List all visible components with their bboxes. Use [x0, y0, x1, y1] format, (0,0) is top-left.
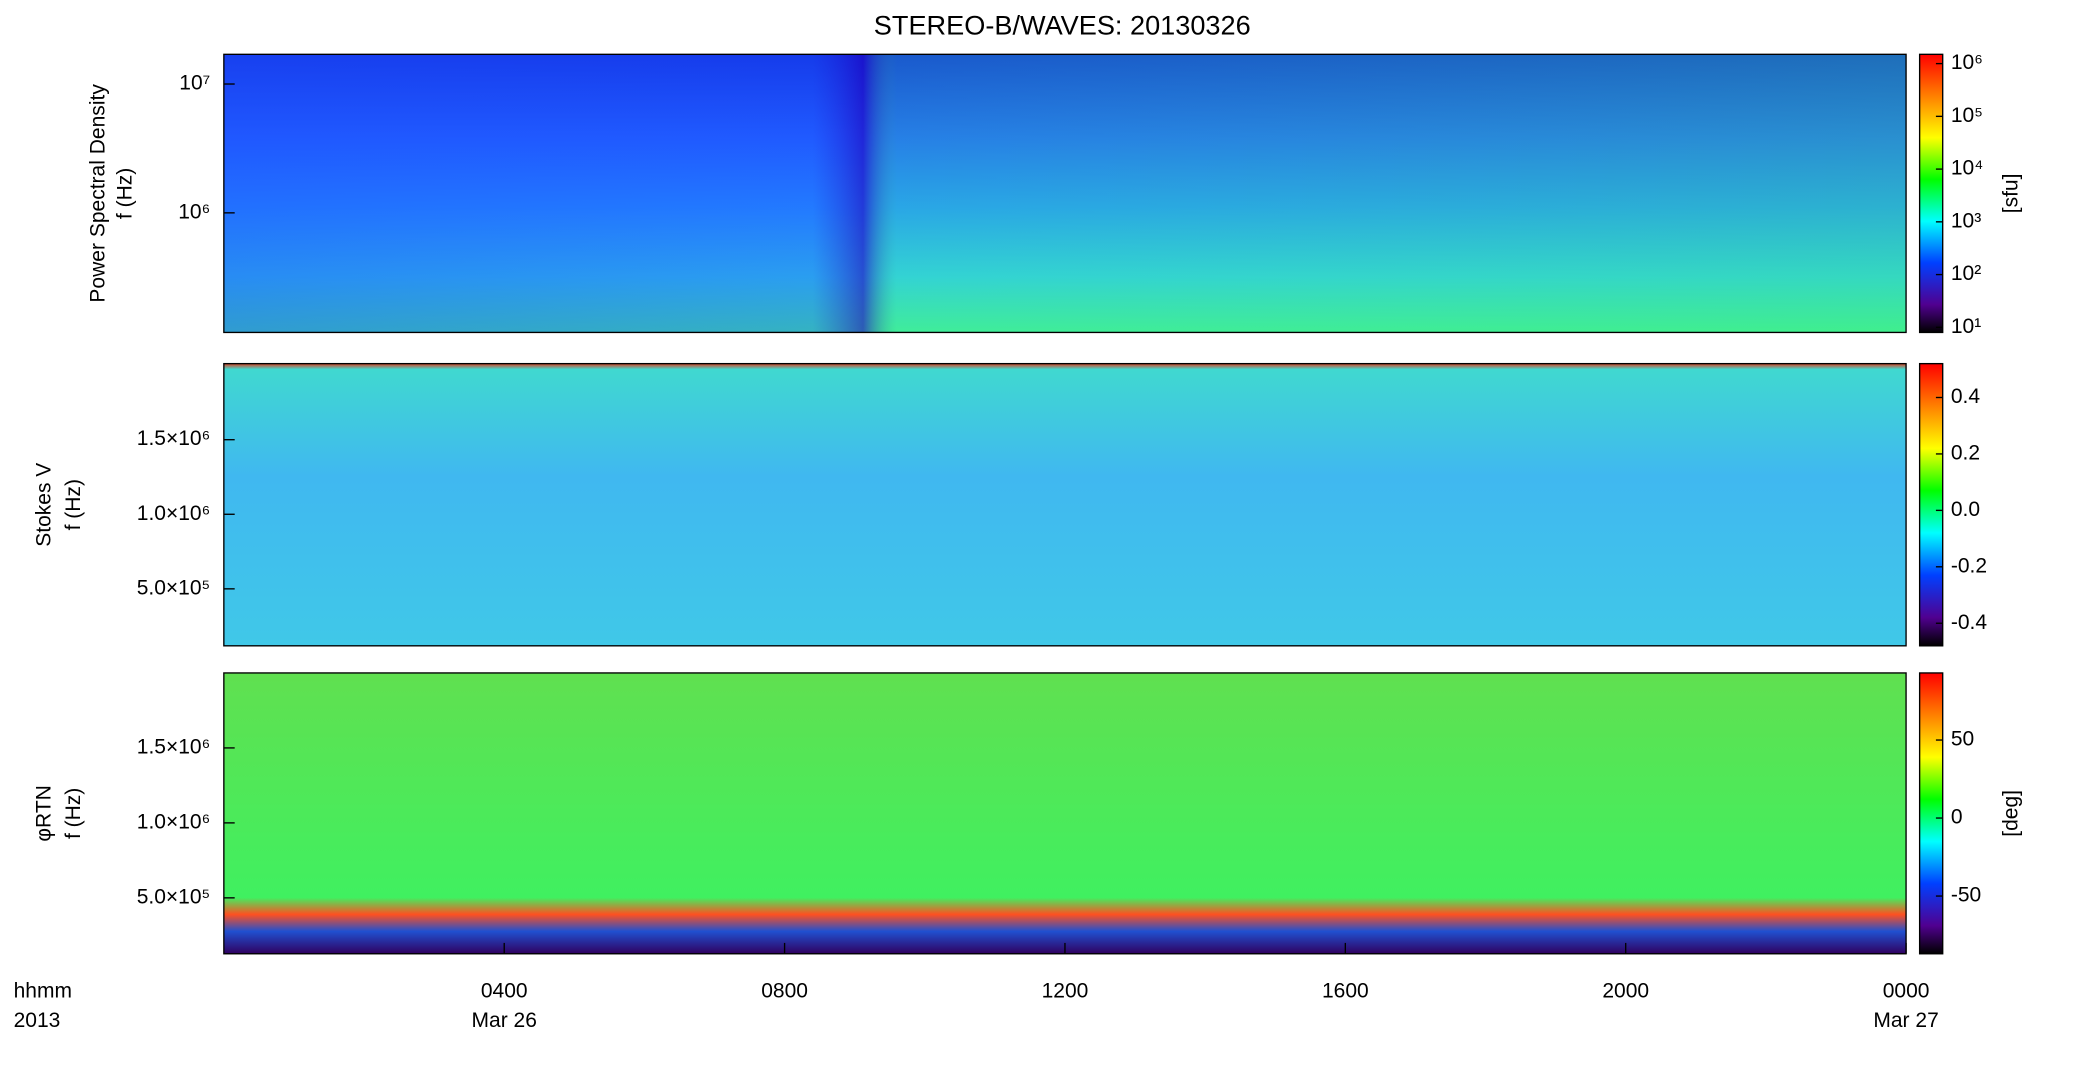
x-tick-label: 0000 [1883, 979, 1930, 1002]
colorbar-tick-label: 10¹ [1951, 315, 1981, 338]
colorbar-label: [deg] [1999, 790, 2022, 837]
y-tick-label: 5.0×10⁵ [137, 576, 211, 599]
x-tick-label: 0400 [481, 979, 528, 1002]
y-tick-label: 5.0×10⁵ [137, 885, 211, 908]
spectrogram-image [223, 363, 1907, 646]
spectrogram-image [223, 672, 1907, 954]
chart-title: STEREO-B/WAVES: 20130326 [874, 9, 1251, 40]
y-tick-label: 1.0×10⁶ [137, 810, 211, 833]
x-tick-label: 0800 [761, 979, 808, 1002]
x-tick-label: 2000 [1602, 979, 1649, 1002]
colorbar [1918, 672, 1944, 955]
colorbar-tick-label: 0.2 [1951, 441, 1980, 464]
colorbar-tick-label: 50 [1951, 728, 1974, 751]
colorbar-tick-label: 10⁶ [1951, 51, 1983, 74]
y-axis-label: Stokes V [32, 463, 55, 547]
colorbar-tick-label: 10² [1951, 262, 1981, 285]
colorbar-tick-label: 10⁴ [1951, 157, 1983, 180]
colorbar [1918, 362, 1944, 647]
date-label: Mar 26 [472, 1009, 537, 1032]
colorbar-tick-label: 0 [1951, 806, 1963, 829]
y-tick-label: 1.5×10⁶ [137, 735, 211, 758]
y-axis-label: φRTN [32, 785, 55, 841]
colorbar-tick-label: -0.4 [1951, 611, 1988, 634]
y-tick-label: 10⁷ [179, 72, 210, 95]
spectrogram-overlay [223, 54, 1907, 333]
x-tick-label: 1600 [1322, 979, 1369, 1002]
plot-frame [223, 53, 1907, 334]
x-tick-label: 1200 [1042, 979, 1089, 1002]
y-axis-label: f (Hz) [62, 788, 85, 839]
colorbar-tick-label: 10⁵ [1951, 104, 1983, 127]
plot-frame [223, 362, 1907, 647]
y-tick-label: 10⁶ [178, 200, 210, 223]
date-label: Mar 27 [1873, 1009, 1938, 1032]
colorbar-label: [sfu] [1999, 174, 2022, 214]
colorbar [1918, 53, 1944, 334]
x-axis-label: hhmm [14, 979, 72, 1002]
colorbar-tick-label: 10³ [1951, 209, 1981, 232]
y-tick-label: 1.5×10⁶ [137, 427, 211, 450]
colorbar-tick-label: -0.2 [1951, 554, 1987, 577]
x-axis-label: 2013 [14, 1009, 61, 1032]
colorbar-tick-label: -50 [1951, 884, 1981, 907]
y-axis-label: f (Hz) [114, 168, 137, 219]
colorbar-tick-label: 0.0 [1951, 498, 1980, 521]
y-tick-label: 1.0×10⁶ [137, 502, 211, 525]
y-axis-label: f (Hz) [62, 479, 85, 530]
y-axis-label: Power Spectral Density [87, 84, 110, 303]
colorbar-tick-label: 0.4 [1951, 385, 1981, 408]
